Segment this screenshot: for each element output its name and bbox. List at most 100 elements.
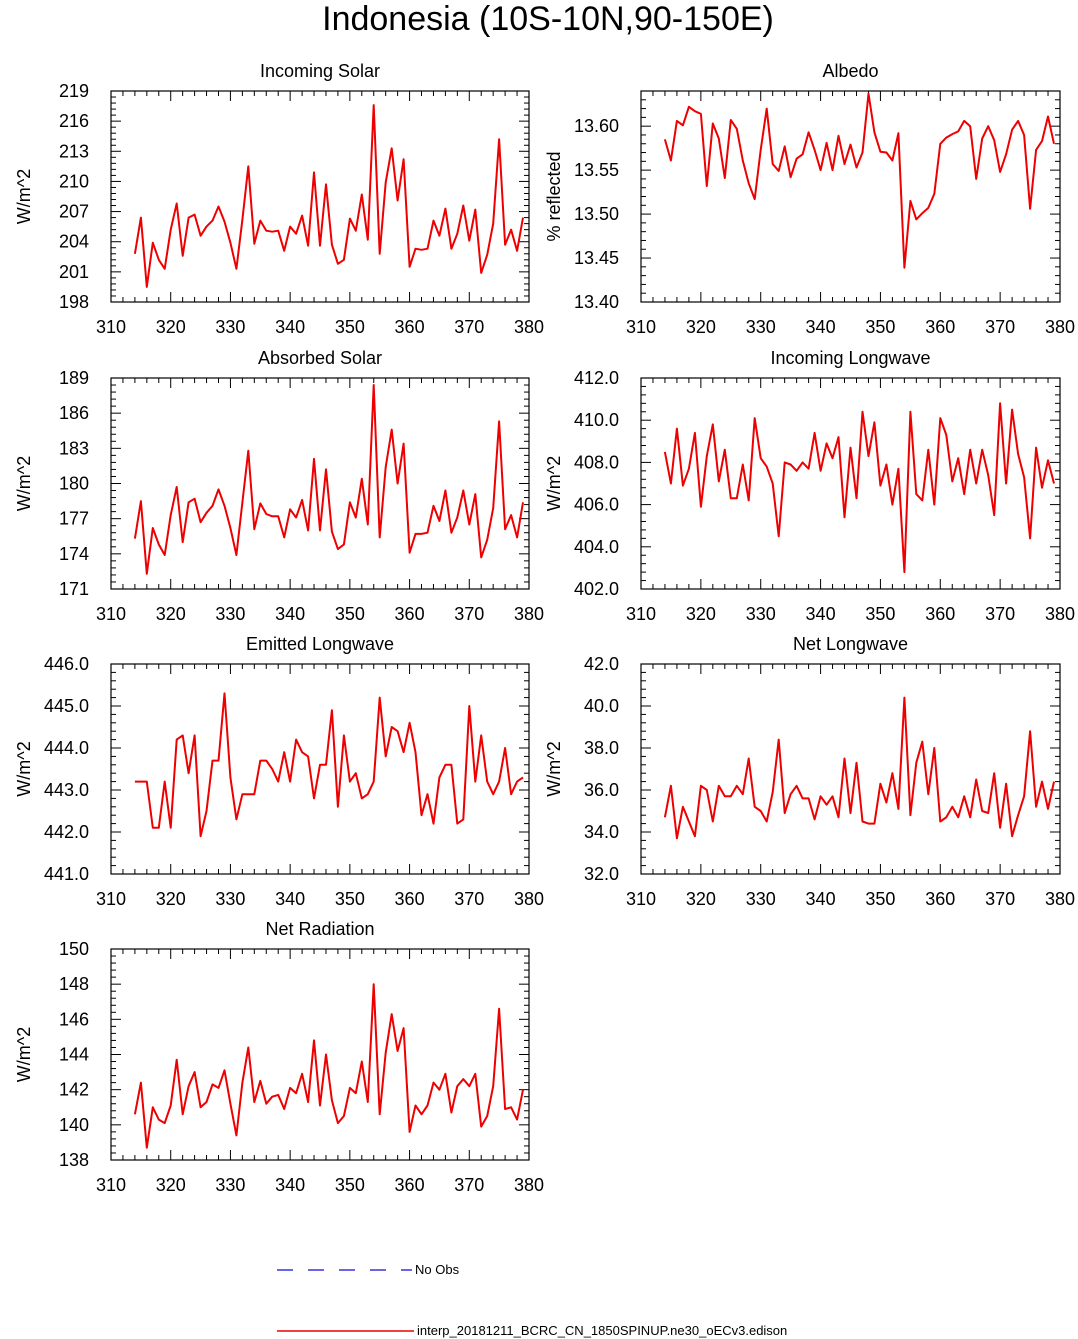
x-tick-label: 340 <box>275 1175 305 1195</box>
x-tick-label: 370 <box>985 889 1015 909</box>
y-tick-label: 177 <box>59 509 89 529</box>
x-tick-label: 320 <box>156 604 186 624</box>
legend-obs-label: No Obs <box>415 1262 460 1277</box>
y-axis-label: W/m^2 <box>14 741 34 796</box>
x-tick-label: 350 <box>865 317 895 337</box>
x-tick-label: 380 <box>514 317 544 337</box>
plot-frame <box>110 90 530 303</box>
y-tick-label: 408.0 <box>574 452 619 472</box>
plot-frame <box>640 90 1061 303</box>
chart-panel: Incoming Longwave W/m^2 310 320 330 340 350 360… <box>544 348 1075 624</box>
x-tick-label: 340 <box>275 317 305 337</box>
x-tick-label: 360 <box>395 604 425 624</box>
legend: No Obs interp_20181211_BCRC_CN_1850SPINU… <box>277 1262 787 1338</box>
chart-title: Emitted Longwave <box>246 634 394 654</box>
x-tick-label: 330 <box>746 889 776 909</box>
plot-frame <box>640 377 1061 590</box>
y-tick-label: 148 <box>59 974 89 994</box>
y-axis-label: W/m^2 <box>14 1027 34 1082</box>
x-tick-label: 360 <box>395 317 425 337</box>
x-tick-label: 330 <box>215 317 245 337</box>
y-tick-label: 189 <box>59 368 89 388</box>
x-tick-label: 380 <box>1045 604 1075 624</box>
x-tick-label: 370 <box>454 317 484 337</box>
x-tick-label: 370 <box>454 1175 484 1195</box>
y-tick-label: 32.0 <box>584 864 619 884</box>
x-tick-label: 360 <box>925 604 955 624</box>
x-tick-label: 370 <box>985 317 1015 337</box>
x-tick-label: 310 <box>96 1175 126 1195</box>
plot-frame <box>640 663 1061 875</box>
y-tick-label: 34.0 <box>584 822 619 842</box>
x-tick-label: 380 <box>1045 889 1075 909</box>
y-tick-label: 171 <box>59 579 89 599</box>
y-axis-label: W/m^2 <box>14 169 34 224</box>
x-tick-label: 330 <box>746 604 776 624</box>
x-tick-label: 340 <box>275 604 305 624</box>
x-tick-label: 360 <box>395 1175 425 1195</box>
panel-group: Incoming Solar W/m^2 310 320 330 340 350 360 370… <box>14 61 1075 1195</box>
y-tick-label: 183 <box>59 438 89 458</box>
y-tick-label: 13.60 <box>574 116 619 136</box>
y-axis-label: W/m^2 <box>544 741 564 796</box>
chart-panel: Net Radiation W/m^2 310 320 330 340 350 360 370 3… <box>14 919 544 1195</box>
y-tick-label: 13.50 <box>574 204 619 224</box>
y-tick-label: 446.0 <box>44 654 89 674</box>
chart-panel: Incoming Solar W/m^2 310 320 330 340 350 360 370… <box>14 61 544 337</box>
x-tick-label: 350 <box>865 889 895 909</box>
y-tick-label: 36.0 <box>584 780 619 800</box>
x-tick-label: 340 <box>806 317 836 337</box>
plot-frame <box>110 377 530 590</box>
y-tick-label: 146 <box>59 1009 89 1029</box>
chart-title: Incoming Longwave <box>770 348 930 368</box>
chart-title: Net Longwave <box>793 634 908 654</box>
x-tick-label: 330 <box>215 1175 245 1195</box>
legend-model-label: interp_20181211_BCRC_CN_1850SPINUP.ne30_… <box>417 1323 787 1338</box>
x-tick-label: 330 <box>215 889 245 909</box>
y-tick-label: 186 <box>59 403 89 423</box>
series-line <box>663 402 1055 574</box>
x-tick-label: 320 <box>156 889 186 909</box>
y-axis-label: % reflected <box>544 151 564 241</box>
y-tick-label: 140 <box>59 1115 89 1135</box>
x-tick-label: 310 <box>96 604 126 624</box>
x-tick-label: 350 <box>335 1175 365 1195</box>
y-tick-label: 443.0 <box>44 780 89 800</box>
x-tick-label: 340 <box>806 604 836 624</box>
x-tick-label: 310 <box>626 889 656 909</box>
y-tick-label: 144 <box>59 1045 89 1065</box>
series-line <box>133 983 524 1149</box>
y-tick-label: 207 <box>59 202 89 222</box>
x-tick-label: 370 <box>454 604 484 624</box>
x-tick-label: 350 <box>335 889 365 909</box>
x-tick-label: 310 <box>96 317 126 337</box>
x-tick-label: 330 <box>746 317 776 337</box>
x-tick-label: 340 <box>275 889 305 909</box>
x-tick-label: 320 <box>156 1175 186 1195</box>
y-tick-label: 13.45 <box>574 248 619 268</box>
y-tick-label: 198 <box>59 292 89 312</box>
x-tick-label: 360 <box>395 889 425 909</box>
y-axis-label: W/m^2 <box>14 456 34 511</box>
x-tick-label: 320 <box>686 604 716 624</box>
y-tick-label: 412.0 <box>574 368 619 388</box>
y-tick-label: 444.0 <box>44 738 89 758</box>
x-tick-label: 320 <box>686 317 716 337</box>
x-tick-label: 350 <box>335 317 365 337</box>
x-tick-label: 380 <box>514 889 544 909</box>
series-line <box>663 696 1055 840</box>
x-tick-label: 370 <box>985 604 1015 624</box>
x-tick-label: 320 <box>156 317 186 337</box>
y-tick-label: 406.0 <box>574 495 619 515</box>
y-tick-label: 40.0 <box>584 696 619 716</box>
y-tick-label: 38.0 <box>584 738 619 758</box>
plot-frame <box>110 948 530 1161</box>
y-tick-label: 442.0 <box>44 822 89 842</box>
y-tick-label: 174 <box>59 544 89 564</box>
y-tick-label: 150 <box>59 939 89 959</box>
x-tick-label: 380 <box>514 1175 544 1195</box>
chart-panel: Emitted Longwave W/m^2 310 320 330 340 350 360 3… <box>14 634 544 909</box>
y-tick-label: 142 <box>59 1080 89 1100</box>
y-tick-label: 445.0 <box>44 696 89 716</box>
